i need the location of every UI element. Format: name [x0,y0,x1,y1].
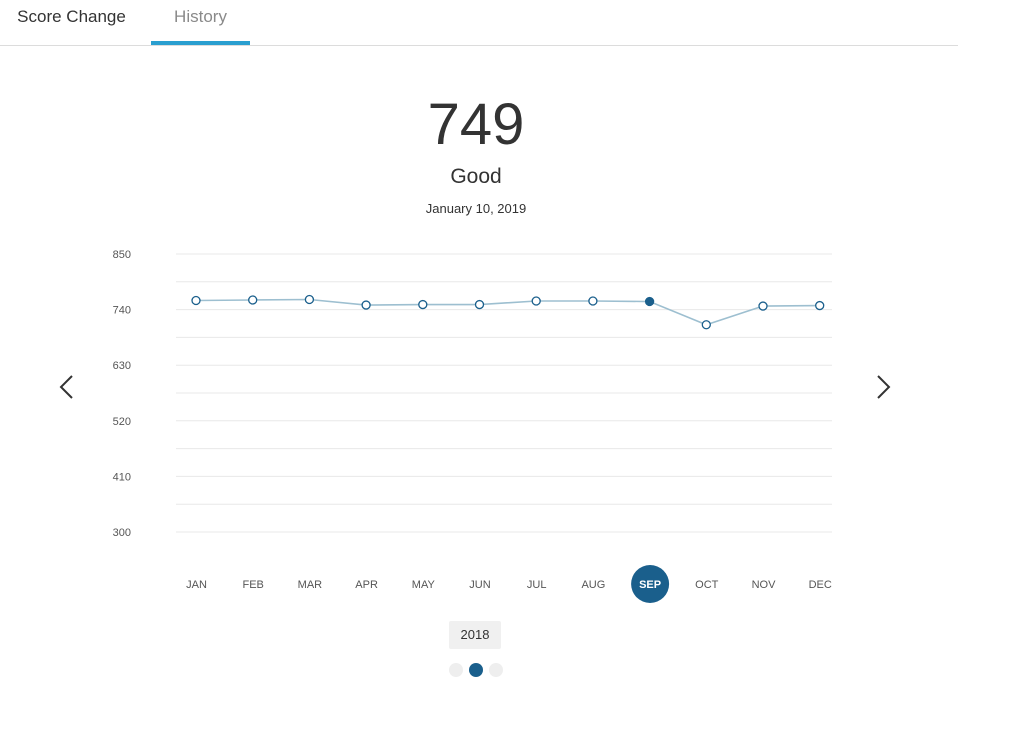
month-label-aug[interactable]: AUG [581,579,605,591]
year-pagination [449,663,505,677]
y-tick-label: 410 [113,471,131,483]
year-label: 2018 [449,621,501,649]
data-point-oct[interactable] [701,320,711,330]
data-point-aug[interactable] [588,296,598,306]
month-label-jun[interactable]: JUN [469,579,490,591]
data-point-mar[interactable] [304,294,315,305]
selected-month-highlight[interactable] [631,565,670,603]
data-point-nov[interactable] [758,301,768,311]
y-tick-label: 630 [113,360,131,372]
month-label-may[interactable]: MAY [412,579,436,591]
credit-score-value: 749 [427,92,525,157]
page-dot-3[interactable] [489,663,503,677]
month-label-feb[interactable]: FEB [242,579,263,591]
data-point-sep[interactable] [644,296,655,307]
y-tick-label: 300 [113,527,131,539]
page-dot-1[interactable] [449,663,463,677]
data-point-jun[interactable] [474,299,485,310]
tab-history[interactable]: History [174,7,227,26]
data-point-jul[interactable] [531,296,541,306]
data-point-may[interactable] [418,299,428,310]
page-dot-2[interactable] [469,663,483,677]
y-tick-label: 740 [113,305,131,317]
month-label-oct[interactable]: OCT [695,579,719,591]
tab-score-change[interactable]: Score Change [17,7,126,26]
chevron-right-icon[interactable] [868,367,898,407]
chevron-left-icon[interactable] [52,367,82,407]
month-label-sep[interactable]: SEP [639,579,661,591]
y-tick-label: 850 [113,249,131,261]
credit-score-rating: Good [450,165,502,188]
credit-score-date: January 10, 2019 [425,201,527,216]
month-label-nov[interactable]: NOV [752,579,777,591]
tab-bar: Score Change History [0,0,958,46]
month-label-jul[interactable]: JUL [527,579,547,591]
month-label-dec[interactable]: DEC [809,579,832,591]
data-point-dec[interactable] [815,300,825,311]
month-label-mar[interactable]: MAR [298,579,323,591]
y-tick-label: 520 [113,416,131,428]
active-tab-indicator [151,41,250,45]
month-label-apr[interactable]: APR [355,579,378,591]
data-point-feb[interactable] [248,295,258,305]
data-point-apr[interactable] [361,300,371,310]
data-point-jan[interactable] [191,295,201,306]
series-line [195,298,820,326]
month-label-jan[interactable]: JAN [186,579,207,591]
